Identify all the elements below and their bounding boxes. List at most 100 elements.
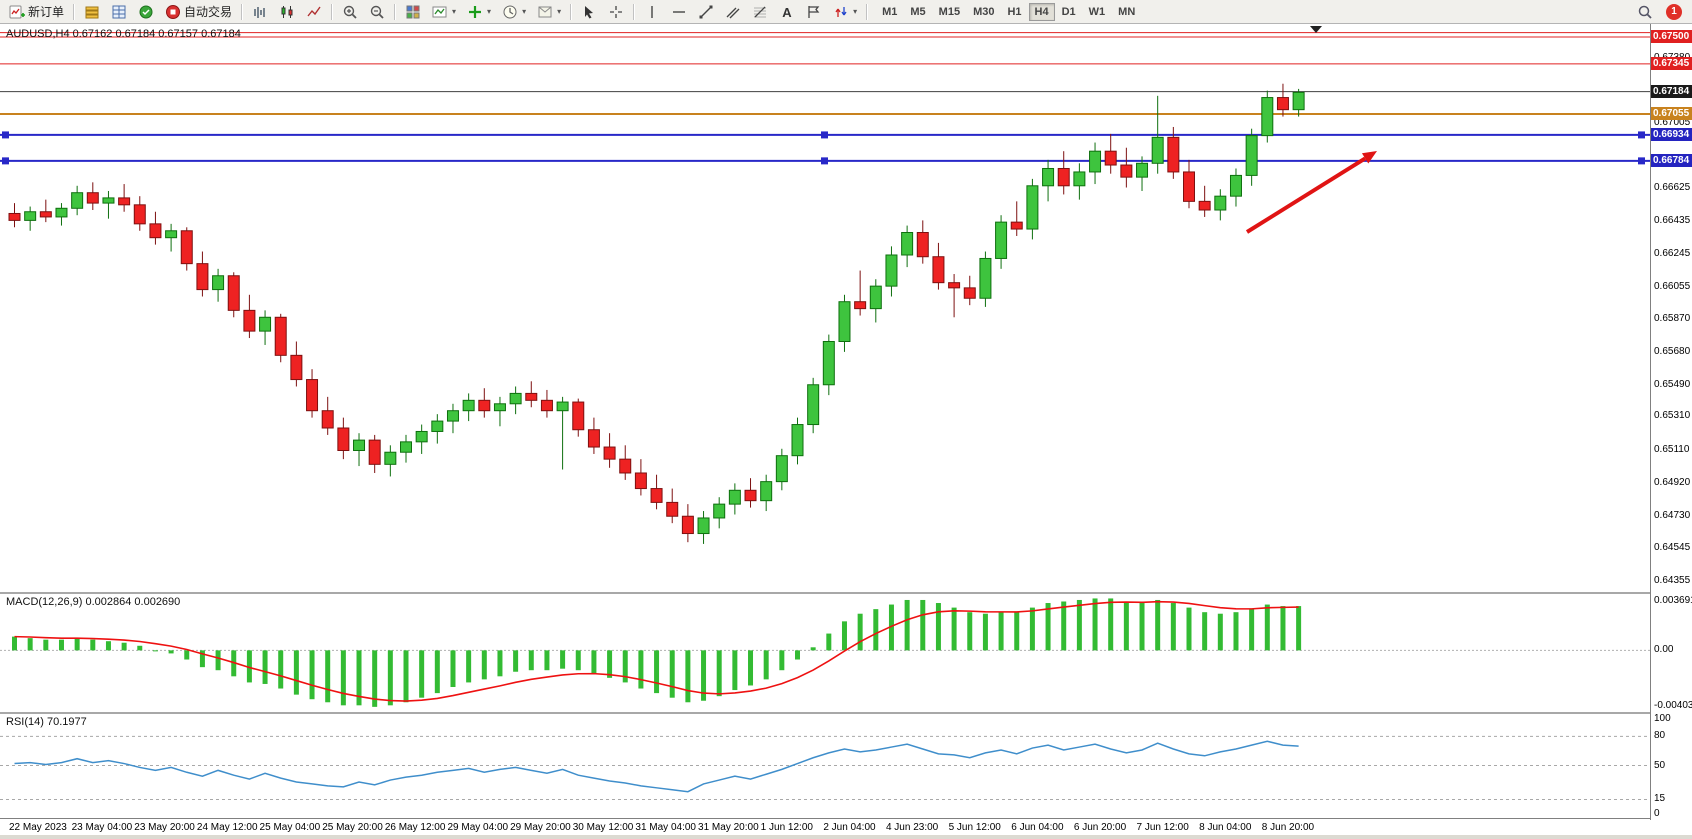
- time-axis-label: 23 May 20:00: [134, 822, 195, 833]
- candle-bear: [916, 232, 929, 258]
- autotrading-button[interactable]: 自动交易: [160, 2, 237, 22]
- macd-histogram-bar: [716, 650, 722, 697]
- line-handle[interactable]: [821, 157, 828, 165]
- candle-bear: [1276, 97, 1289, 111]
- vertical-line-button[interactable]: [639, 2, 665, 22]
- macd-histogram-bar: [372, 650, 378, 707]
- indicators-button[interactable]: ▾: [462, 2, 496, 22]
- line-handle[interactable]: [821, 131, 828, 139]
- dropdown-caret: ▾: [853, 7, 858, 16]
- horizontal-line-icon: [673, 10, 686, 13]
- text-button[interactable]: A: [774, 2, 800, 22]
- zoom-in-button[interactable]: [337, 2, 363, 22]
- macd-histogram-bar: [293, 650, 299, 695]
- timeframe-button-m5[interactable]: M5: [904, 3, 931, 21]
- time-axis-label: 30 May 12:00: [572, 822, 634, 833]
- candle-bear: [1183, 171, 1195, 202]
- arrows-icon: [835, 6, 847, 17]
- chart-shift-marker[interactable]: [1310, 26, 1322, 33]
- time-axis-label: 8 Jun 20:00: [1261, 822, 1315, 833]
- time-axis[interactable]: 22 May 2023 23 May 04:00 23 May 20:00 24 Ma…: [0, 818, 1692, 836]
- bar-chart-button[interactable]: [247, 2, 273, 22]
- macd-histogram-bar: [967, 612, 973, 651]
- line-handle[interactable]: [2, 157, 9, 165]
- candle-bull: [1042, 167, 1055, 187]
- arrows-button[interactable]: ▾: [828, 2, 862, 22]
- macd-histogram-bar: [575, 650, 581, 671]
- macd-histogram-bar: [622, 650, 628, 683]
- timeframe-button-w1[interactable]: W1: [1083, 3, 1112, 21]
- macd-histogram-bar: [403, 650, 409, 703]
- line-handle[interactable]: [1638, 157, 1645, 165]
- price-tick-label: 0.64920: [1654, 477, 1691, 489]
- timeframe-button-h1[interactable]: H1: [1001, 3, 1027, 21]
- zoom-out-button[interactable]: [364, 2, 390, 22]
- trendline-button[interactable]: [693, 2, 719, 22]
- new-chart-button[interactable]: ▾: [427, 2, 461, 22]
- timeframe-toolbar: M1 M5 M15 M30 H1 H4 D1 W1 MN: [876, 2, 1141, 21]
- macd-histogram-bar: [669, 650, 675, 698]
- line-handle[interactable]: [2, 131, 9, 139]
- crosshair-button[interactable]: [603, 2, 629, 22]
- notification-badge[interactable]: 1: [1666, 3, 1682, 20]
- timeframe-button-m15[interactable]: M15: [933, 3, 966, 21]
- new-order-button[interactable]: 新订单: [4, 2, 69, 22]
- trend-arrow-head[interactable]: [1361, 151, 1377, 164]
- pane-separator[interactable]: [0, 712, 1692, 714]
- timeframe-button-d1[interactable]: D1: [1056, 3, 1082, 21]
- cursor-button[interactable]: [576, 2, 602, 22]
- candle-bull: [1229, 174, 1242, 197]
- main-chart[interactable]: [0, 24, 1650, 592]
- time-axis-label: 23 May 04:00: [71, 822, 133, 833]
- templates-button[interactable]: ▾: [532, 2, 566, 22]
- price-tag-0.66934: 0.66934: [1651, 127, 1692, 141]
- market-watch-button[interactable]: [79, 2, 105, 22]
- data-window-button[interactable]: [106, 2, 132, 22]
- toolbar-right: 1: [1632, 2, 1688, 22]
- timeframe-button-mn[interactable]: MN: [1112, 3, 1141, 21]
- line-handle[interactable]: [1638, 131, 1645, 139]
- timeframe-button-m30[interactable]: M30: [967, 3, 1000, 21]
- trend-arrow-line[interactable]: [1245, 156, 1367, 234]
- candle-bull: [1214, 195, 1227, 211]
- pane-separator[interactable]: [0, 592, 1692, 594]
- macd-label: MACD(12,26,9) 0.002864 0.002690: [6, 596, 181, 608]
- periods-button[interactable]: ▾: [497, 2, 531, 22]
- macd-histogram-bar: [591, 650, 597, 674]
- price-tag-0.66784: 0.66784: [1651, 153, 1692, 167]
- macd-histogram-bar: [685, 650, 691, 703]
- macd-histogram-bar: [1061, 601, 1067, 651]
- horizontal-line-button[interactable]: [666, 2, 692, 22]
- timeframe-button-m1[interactable]: M1: [876, 3, 903, 21]
- search-button[interactable]: [1632, 2, 1658, 22]
- candlestick-chart-button[interactable]: [274, 2, 300, 22]
- time-axis-label: 22 May 2023: [9, 822, 67, 833]
- candle-bull: [979, 257, 992, 299]
- macd-histogram-bar: [826, 633, 832, 651]
- price-axis[interactable]: 0.673800.670050.666250.664350.662450.660…: [1650, 24, 1692, 820]
- candle-bear: [854, 301, 867, 310]
- channel-button[interactable]: [720, 2, 746, 22]
- label-button[interactable]: [801, 2, 827, 22]
- rsi-scale-0: 0: [1654, 808, 1660, 819]
- candle-bull: [885, 254, 898, 287]
- time-axis-label: 25 May 04:00: [259, 822, 321, 833]
- macd-pane[interactable]: [0, 594, 1650, 712]
- candle-bear: [603, 446, 616, 460]
- navigator-button[interactable]: [133, 2, 159, 22]
- symbol-ohlc-label: AUDUSD,H4 0.67162 0.67184 0.67157 0.6718…: [6, 28, 241, 40]
- rsi-pane[interactable]: [0, 714, 1650, 818]
- candle-bull: [838, 301, 851, 342]
- macd-histogram-bar: [481, 650, 487, 680]
- macd-histogram-bar: [935, 603, 941, 651]
- candle-bear: [619, 458, 632, 474]
- timeframe-button-h4[interactable]: H4: [1028, 2, 1055, 21]
- macd-histogram-bar: [951, 607, 957, 651]
- macd-histogram-bar: [1249, 609, 1255, 651]
- fibonacci-button[interactable]: [747, 2, 773, 22]
- macd-histogram-bar: [387, 650, 393, 706]
- macd-histogram-bar: [748, 650, 754, 686]
- line-chart-button[interactable]: [301, 2, 327, 22]
- macd-histogram-bar: [466, 650, 472, 683]
- tile-windows-button[interactable]: [400, 2, 426, 22]
